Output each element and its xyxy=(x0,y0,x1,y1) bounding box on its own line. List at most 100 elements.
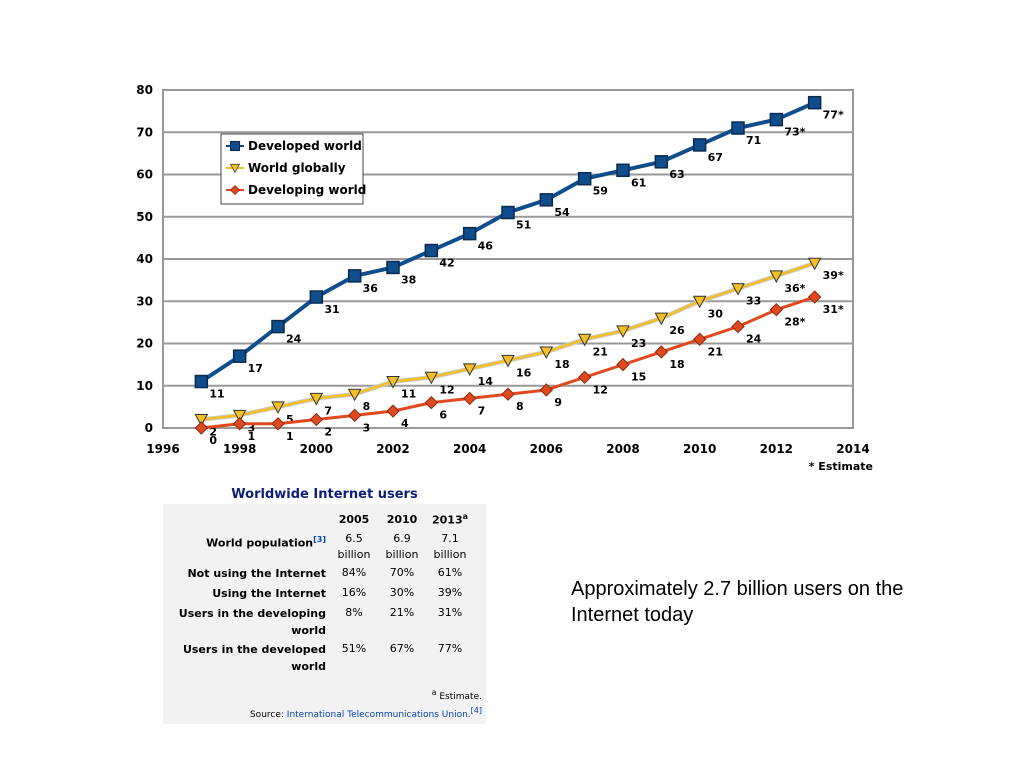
row-label: Using the Internet xyxy=(212,587,326,600)
x-tick-label: 2000 xyxy=(300,442,333,456)
data-label: 0 xyxy=(209,434,217,447)
data-label: 4 xyxy=(401,417,409,430)
data-label: 3 xyxy=(363,421,371,434)
data-point xyxy=(194,374,209,389)
row-label: Users in the developing world xyxy=(178,607,326,637)
data-label: 59 xyxy=(593,185,608,198)
data-point xyxy=(347,408,362,423)
y-tick-label: 30 xyxy=(136,294,153,308)
data-point xyxy=(731,121,745,135)
data-point xyxy=(271,401,285,414)
data-point xyxy=(347,269,362,283)
data-label: 14 xyxy=(478,375,494,388)
data-point xyxy=(539,193,554,207)
data-point xyxy=(501,205,515,220)
data-label: 15 xyxy=(631,371,646,384)
column-header-2005: 2005 xyxy=(338,512,370,526)
legend-entry-2: Developing world xyxy=(226,183,366,197)
y-tick-label: 0 xyxy=(145,421,153,435)
data-label: 42 xyxy=(439,257,454,270)
data-point xyxy=(309,412,324,427)
data-point xyxy=(654,345,669,359)
legend-entry-0: Developed world xyxy=(226,139,362,153)
source-citation-link[interactable]: [4] xyxy=(470,706,482,715)
row-label: World population[3] xyxy=(206,535,326,550)
x-tick-label: 2012 xyxy=(760,442,793,456)
data-label: 17 xyxy=(248,362,263,375)
table-cell: 39% xyxy=(437,586,463,599)
data-point xyxy=(654,312,669,326)
data-label: 7 xyxy=(478,404,486,417)
data-label: 36 xyxy=(363,282,379,295)
chart-estimate-note: * Estimate xyxy=(809,460,873,473)
data-point xyxy=(424,371,439,385)
data-point xyxy=(807,95,822,110)
y-tick-label: 80 xyxy=(136,83,153,97)
table-cell: 30% xyxy=(389,586,415,599)
data-point xyxy=(309,290,324,304)
x-tick-label: 2004 xyxy=(453,442,486,456)
y-tick-label: 60 xyxy=(136,168,153,182)
data-point xyxy=(232,349,247,363)
row-label: Users in the developed world xyxy=(182,643,326,673)
data-label: 31 xyxy=(324,303,339,316)
data-point xyxy=(731,283,745,296)
x-tick-label: 2014 xyxy=(836,442,869,456)
data-point xyxy=(462,226,477,241)
table-header-row: 2005 2010 2013a xyxy=(166,508,474,530)
data-label: 3 xyxy=(248,421,256,434)
data-label: 6 xyxy=(439,409,447,422)
data-label: 7 xyxy=(324,404,332,417)
data-label: 8 xyxy=(516,400,524,413)
table-cell: 70% xyxy=(389,566,415,579)
data-point xyxy=(271,319,285,334)
data-label: 1 xyxy=(248,430,256,443)
data-point xyxy=(194,421,209,435)
data-point xyxy=(462,391,477,406)
data-label: 16 xyxy=(516,366,532,379)
data-label: 31* xyxy=(823,303,844,316)
data-point xyxy=(309,392,324,406)
table-cell: 7.1 billion xyxy=(433,532,467,561)
y-tick-label: 50 xyxy=(136,210,153,224)
data-label: 1 xyxy=(286,430,294,443)
data-point xyxy=(386,404,400,418)
data-label: 18 xyxy=(554,358,569,371)
data-label: 23 xyxy=(631,337,646,350)
table-cell: 16% xyxy=(341,586,367,599)
data-label: 2 xyxy=(209,426,217,439)
table-cell: 31% xyxy=(437,606,463,619)
data-label: 9 xyxy=(554,396,562,409)
table-cell: 6.5 billion xyxy=(337,532,371,561)
source-link[interactable]: International Telecommunications Union. xyxy=(286,710,471,720)
data-label: 12 xyxy=(593,383,608,396)
data-point xyxy=(501,354,515,368)
data-label: 24 xyxy=(746,333,762,346)
data-label: 11 xyxy=(209,388,224,401)
table-estimate-note: a Estimate. xyxy=(431,688,482,702)
table-panel xyxy=(163,504,486,724)
data-label: 63 xyxy=(669,168,684,181)
data-point xyxy=(616,163,630,178)
series-0: 11 17 24 31 36 38 42 46 51 54 59 61 63 67 71 73* 77* xyxy=(194,95,844,401)
x-tick-label: 2006 xyxy=(530,442,563,456)
table-cell: 67% xyxy=(389,642,415,655)
data-label: 28* xyxy=(784,316,805,329)
data-label: 33 xyxy=(746,295,761,308)
citation-link[interactable]: [3] xyxy=(313,535,326,544)
table-cell: 8% xyxy=(345,606,363,619)
data-point xyxy=(194,414,209,427)
data-label: 36* xyxy=(784,282,805,295)
legend-label: Developing world xyxy=(248,183,366,197)
data-point xyxy=(577,370,592,385)
source-prefix: Source: xyxy=(249,710,284,720)
data-point xyxy=(692,332,707,346)
table-cell: 84% xyxy=(341,566,367,579)
legend-box xyxy=(220,133,364,205)
legend-label: Developed world xyxy=(248,139,362,153)
x-tick-label: 1998 xyxy=(223,442,256,456)
